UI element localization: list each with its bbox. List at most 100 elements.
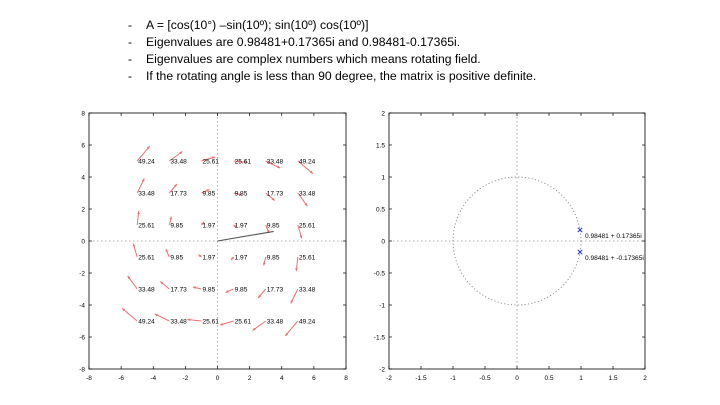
eigen-x-tick-label: 2 — [643, 375, 647, 382]
magnitude-label: 25.61 — [235, 319, 252, 326]
quiver-x-tick-label: 4 — [280, 375, 284, 382]
field-arrow — [284, 320, 299, 337]
quiver-y-tick-label: -2 — [79, 270, 85, 277]
magnitude-label: 17.73 — [267, 191, 284, 198]
quiver-x-tick-label: 8 — [344, 375, 348, 382]
magnitude-label: 9.85 — [170, 255, 183, 262]
bullet-positive-definite: - If the rotating angle is less than 90 d… — [128, 68, 536, 85]
magnitude-label: 33.48 — [138, 191, 155, 198]
magnitude-label: 33.48 — [138, 287, 155, 294]
magnitude-label: 25.61 — [299, 223, 316, 230]
field-arrow-head — [146, 146, 150, 150]
bullet-text: Eigenvalues are complex numbers which me… — [146, 52, 481, 66]
quiver-y-tick-label: 8 — [81, 110, 85, 117]
bullet-marker: - — [128, 69, 133, 83]
eigen-y-tick-label: 0 — [381, 238, 385, 245]
field-arrow-head — [295, 268, 298, 272]
quiver-x-tick-label: 2 — [248, 375, 252, 382]
magnitude-label: 49.24 — [299, 319, 316, 326]
magnitude-label: 25.61 — [202, 319, 219, 326]
eigen-y-tick-label: -1 — [379, 302, 385, 309]
field-arrow-head — [154, 313, 158, 317]
field-arrow-head — [206, 189, 210, 192]
field-arrow-head — [258, 294, 262, 298]
field-arrow — [121, 308, 138, 322]
magnitude-label: 1.97 — [235, 223, 248, 230]
magnitude-label: 49.24 — [299, 159, 316, 166]
eigen-y-tick-label: 0.5 — [376, 206, 385, 213]
magnitude-label: 9.85 — [235, 191, 248, 198]
field-arrow-head — [231, 256, 234, 260]
field-arrow-head — [179, 151, 183, 155]
field-arrow-head — [238, 193, 243, 196]
field-arrow-head — [192, 286, 197, 289]
magnitude-label: 33.48 — [267, 159, 284, 166]
bullet-eigenvalues: - Eigenvalues are 0.98481+0.17365i and 0.… — [128, 34, 536, 51]
field-arrow-head — [304, 202, 308, 207]
bullet-list: -A = [cos(10°) –sin(10º); sin(10º) cos(1… — [128, 17, 536, 85]
field-arrow-head — [132, 243, 136, 247]
field-arrow-head — [271, 197, 275, 201]
eigen-x-tick-label: 1 — [579, 375, 583, 382]
field-arrow-head — [285, 332, 289, 336]
magnitude-label: 17.73 — [170, 287, 187, 294]
quiver-x-tick-label: 6 — [312, 375, 316, 382]
eigen-x-tick-label: -2 — [386, 375, 392, 382]
quiver-y-tick-label: 4 — [81, 174, 85, 181]
magnitude-label: 17.73 — [170, 191, 187, 198]
quiver-y-tick-label: -4 — [79, 302, 85, 309]
direction-line — [217, 230, 274, 242]
eigenvalue-label: 0.98481 + 0.17365i — [585, 233, 642, 240]
magnitude-label: 9.85 — [202, 191, 215, 198]
quiver-y-tick-label: -6 — [79, 334, 85, 341]
quiver-x-tick-label: -4 — [150, 375, 156, 382]
quiver-x-tick-label: -2 — [182, 375, 188, 382]
magnitude-label: 25.61 — [235, 159, 252, 166]
bullet-matrix-definition: -A = [cos(10°) –sin(10º); sin(10º) cos(1… — [128, 17, 536, 34]
field-arrow-head — [219, 322, 224, 326]
eigen-y-tick-label: -1.5 — [374, 334, 386, 341]
magnitude-label: 33.48 — [299, 287, 316, 294]
bullet-complex-meaning: - Eigenvalues are complex numbers which m… — [128, 51, 536, 68]
quiver-y-tick-label: 0 — [81, 238, 85, 245]
field-arrow-head — [309, 170, 313, 174]
eigenvalue-label: 0.98481 + -0.17365i — [585, 255, 644, 262]
magnitude-label: 25.61 — [299, 255, 316, 262]
bullet-marker: - — [128, 35, 133, 49]
field-arrow-head — [169, 216, 173, 220]
bullet-text: A = [cos(10°) –sin(10º); sin(10º) cos(10… — [146, 18, 369, 32]
magnitude-label: 25.61 — [138, 223, 155, 230]
eigen-y-tick-label: -0.5 — [374, 270, 386, 277]
field-arrow-head — [122, 308, 126, 312]
eigen-x-tick-label: 0.5 — [544, 375, 553, 382]
field-arrow-head — [173, 184, 177, 188]
unit-circle — [452, 176, 582, 306]
eigen-y-tick-label: 1 — [381, 174, 385, 181]
field-arrow-head — [160, 281, 164, 285]
quiver-y-tick-label: 2 — [81, 206, 85, 213]
magnitude-label: 33.48 — [299, 191, 316, 198]
quiver-x-tick-label: 0 — [216, 375, 220, 382]
field-arrow-head — [165, 248, 169, 253]
field-arrow-head — [233, 224, 237, 228]
field-arrow-head — [187, 318, 191, 322]
quiver-y-tick-label: -8 — [79, 366, 85, 373]
magnitude-label: 33.48 — [170, 159, 187, 166]
eigen-x-tick-label: -1 — [450, 375, 456, 382]
eigen-x-tick-label: -1.5 — [415, 375, 427, 382]
field-arrow-head — [127, 275, 131, 280]
field-arrow-head — [290, 300, 294, 304]
magnitude-label: 25.61 — [202, 159, 219, 166]
magnitude-label: 9.85 — [267, 223, 280, 230]
magnitude-label: 9.85 — [267, 255, 280, 262]
eigenvalue-marker — [577, 227, 583, 233]
quiver-x-tick-label: -8 — [86, 375, 92, 382]
magnitude-label: 9.85 — [170, 223, 183, 230]
field-arrow-head — [252, 327, 256, 331]
eigen-y-tick-label: 2 — [381, 110, 385, 117]
magnitude-label: 33.48 — [267, 319, 284, 326]
magnitude-label: 17.73 — [267, 287, 284, 294]
eigen-x-tick-label: 0 — [515, 375, 519, 382]
